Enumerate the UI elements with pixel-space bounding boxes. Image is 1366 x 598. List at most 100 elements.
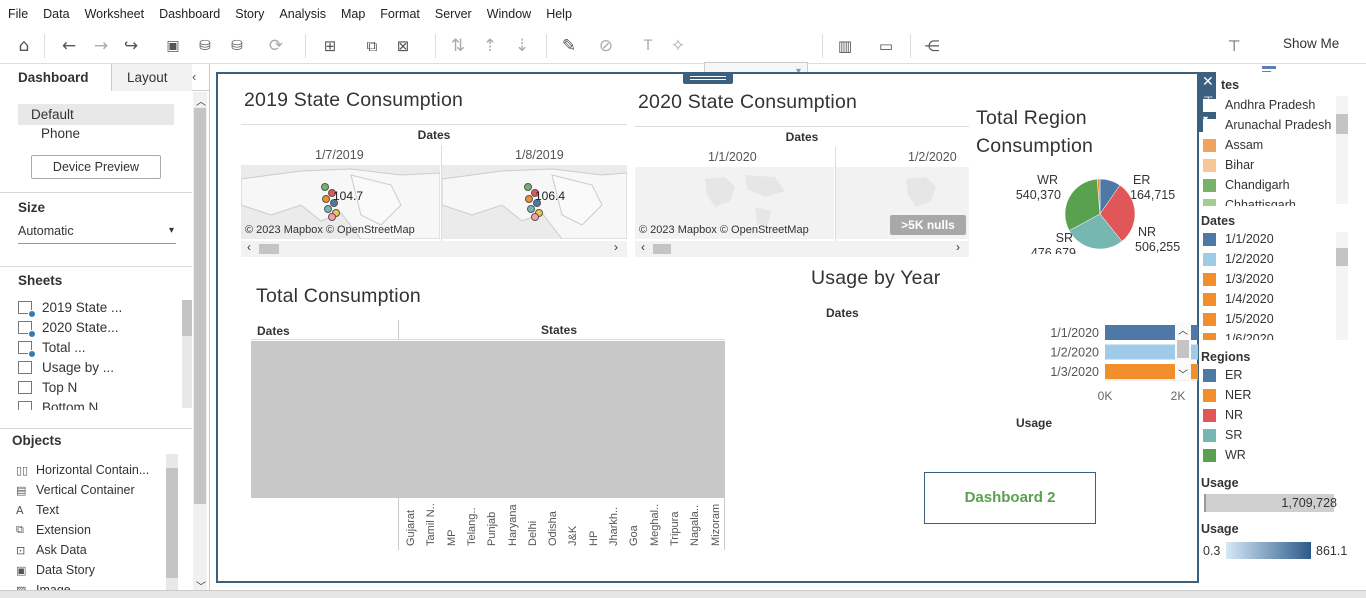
pin-icon[interactable]: ⊤ — [1227, 37, 1241, 55]
pane-scrollbar[interactable]: ︿ ﹀ — [193, 92, 207, 593]
usage-bar-chart[interactable]: 1/1/20203,7351/2/20203,6081/3/20203,3230… — [808, 320, 1198, 430]
menu-window[interactable]: Window — [486, 7, 532, 21]
menu-story[interactable]: Story — [235, 7, 265, 21]
device-default[interactable]: Default — [18, 104, 174, 125]
pie-slice-sr[interactable] — [1068, 213, 1123, 250]
menu-format[interactable]: Format — [380, 7, 420, 21]
menu-file[interactable]: File — [8, 7, 29, 21]
new-worksheet-icon[interactable]: ⊞ — [323, 37, 337, 55]
duplicate-icon[interactable]: ⧉ — [366, 37, 378, 55]
pie-slice-wr[interactable] — [1064, 178, 1101, 231]
labels-icon[interactable]: T — [643, 38, 653, 54]
sheet-item[interactable]: Bottom N — [18, 400, 98, 410]
sheets-scrollbar[interactable] — [182, 300, 192, 408]
map-2019-pane-2[interactable]: 106.4 — [442, 165, 627, 239]
sheet-item[interactable]: Usage by ... — [18, 360, 114, 375]
pie-slice-nr[interactable] — [1099, 184, 1136, 242]
object-item[interactable]: ⧉ Extension — [16, 523, 91, 537]
move-handle[interactable] — [683, 72, 733, 84]
usage-bar[interactable] — [1105, 325, 1198, 340]
sort-ascending-icon[interactable]: ⇡ — [482, 36, 498, 56]
sheet-item[interactable]: Top N — [18, 380, 77, 395]
map-2019-hscrollbar[interactable]: ‹ › — [241, 240, 627, 257]
tab-dashboard[interactable]: Dashboard — [0, 64, 112, 91]
tab-layout[interactable]: Layout — [112, 64, 192, 91]
legend-item[interactable]: 1/3/2020 — [1203, 272, 1274, 286]
total-consumption-heatmap[interactable] — [251, 341, 725, 498]
fix-axes-icon[interactable]: ✧ — [670, 36, 686, 56]
usage-bar[interactable] — [1105, 344, 1198, 360]
sort-descending-icon[interactable]: ⇣ — [514, 36, 530, 56]
menu-worksheet[interactable]: Worksheet — [84, 7, 145, 21]
legend-item[interactable]: NER — [1203, 388, 1251, 402]
undo-icon[interactable]: ← — [61, 36, 77, 56]
save-icon[interactable]: ▣ — [166, 38, 180, 54]
menu-dashboard[interactable]: Dashboard — [159, 7, 221, 21]
sheet-item[interactable]: 2020 State... — [18, 320, 119, 338]
refresh-icon[interactable]: ⟳ — [268, 36, 284, 56]
collapse-pane-icon[interactable]: ‹ — [192, 69, 197, 84]
sheet-item[interactable]: Total ... — [18, 340, 86, 358]
total-consumption-sheet[interactable]: Dates States Gujarat Tamil N.. MP Telang.. P… — [251, 320, 725, 550]
nulls-indicator[interactable]: >5K nulls — [890, 215, 966, 235]
map-2020-pane-1[interactable]: © 2023 Mapbox © OpenStreetMap — [635, 167, 834, 239]
legend-item[interactable]: Chandigarh — [1203, 178, 1290, 192]
legend-item[interactable]: ER — [1203, 368, 1242, 382]
legend-item[interactable]: 1/1/2020 — [1203, 232, 1274, 246]
redo-icon[interactable]: → — [93, 36, 109, 56]
object-item[interactable]: ⊡ Ask Data — [16, 543, 87, 557]
device-phone[interactable]: Phone — [41, 126, 81, 141]
sheet-item[interactable]: 2019 State ... — [18, 300, 122, 318]
map-2019-pane-1[interactable]: 104.7 © 2023 Mapbox © OpenStreetMap — [241, 165, 440, 239]
state-markers[interactable] — [319, 183, 343, 221]
legend-item[interactable]: 1/6/2020 — [1203, 332, 1274, 340]
map-2019-sheet[interactable]: Dates 1/7/2019 1/8/2019 104.7 © 2023 Map… — [241, 124, 627, 258]
legend-item[interactable]: Andhra Pradesh — [1203, 98, 1315, 112]
object-item[interactable]: ▨ Image — [16, 583, 71, 593]
usage-vscrollbar[interactable]: ︿ ﹀ — [1175, 322, 1191, 381]
objects-scrollbar[interactable] — [166, 454, 178, 592]
state-markers[interactable] — [522, 183, 546, 221]
highlight-icon[interactable]: ✎ — [561, 36, 577, 56]
legend-item[interactable]: 1/2/2020 — [1203, 252, 1274, 266]
menu-data[interactable]: Data — [43, 7, 70, 21]
group-icon[interactable]: ⊘ — [598, 36, 614, 56]
object-item[interactable]: A Text — [16, 503, 59, 517]
object-item[interactable]: ▯▯ Horizontal Contain... — [16, 463, 149, 477]
new-data-source-icon[interactable]: ⛁ — [199, 38, 211, 54]
menu-help[interactable]: Help — [546, 7, 572, 21]
legend-item[interactable]: Bihar — [1203, 158, 1254, 172]
legend-item[interactable]: 1/5/2020 — [1203, 312, 1274, 326]
dashboard-2-button[interactable]: Dashboard 2 — [924, 472, 1096, 524]
map-2020-hscrollbar[interactable]: ‹ › — [635, 240, 969, 257]
map-2020-sheet[interactable]: Dates 1/1/2020 1/2/2020 © 2023 Mapbox © … — [635, 126, 969, 257]
presentation-mode-icon[interactable]: ▭ — [878, 37, 894, 55]
show-me-button[interactable]: Show Me — [1283, 36, 1340, 51]
legend-item[interactable]: Chhattisgarh — [1203, 198, 1296, 206]
swap-icon[interactable]: ⇅ — [450, 36, 466, 56]
legend-item[interactable]: SR — [1203, 428, 1242, 442]
object-item[interactable]: ▣ Data Story — [16, 563, 95, 577]
legend-item[interactable]: Arunachal Pradesh — [1203, 118, 1331, 132]
menu-server[interactable]: Server — [434, 7, 472, 21]
size-dropdown[interactable]: Automatic ▾ — [18, 224, 176, 244]
home-icon[interactable]: ⌂ — [18, 36, 30, 56]
usage-bar[interactable] — [1105, 364, 1198, 379]
device-preview-button[interactable]: Device Preview — [31, 155, 161, 179]
menu-map[interactable]: Map — [340, 7, 366, 21]
legend-item[interactable]: 1/4/2020 — [1203, 292, 1274, 306]
show-cards-icon[interactable]: ▥ — [837, 37, 853, 55]
replay-icon[interactable]: ↪ — [123, 36, 139, 56]
menu-analysis[interactable]: Analysis — [279, 7, 326, 21]
pie-slice-ner[interactable] — [1096, 178, 1101, 215]
legend-item[interactable]: NR — [1203, 408, 1243, 422]
share-icon[interactable]: ⋲ — [924, 37, 940, 55]
close-icon[interactable]: ✕ — [1202, 73, 1214, 89]
map-2020-pane-2[interactable]: >5K nulls — [836, 167, 969, 239]
pause-updates-icon[interactable]: ⛁ — [231, 38, 243, 54]
legend-item[interactable]: WR — [1203, 448, 1246, 462]
states-scrollbar[interactable] — [1336, 96, 1348, 204]
object-item[interactable]: ▤ Vertical Container — [16, 483, 135, 497]
dates-scrollbar[interactable] — [1336, 232, 1348, 340]
